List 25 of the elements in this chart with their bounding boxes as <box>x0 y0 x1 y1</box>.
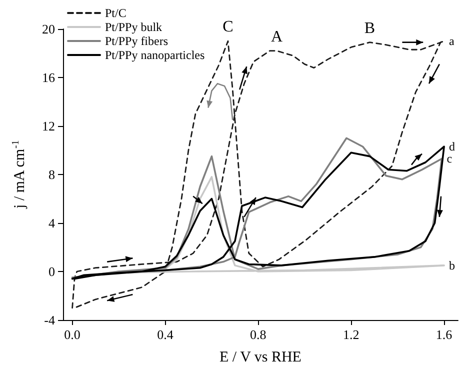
x-tick-label: 1.6 <box>436 327 453 342</box>
annotation: a <box>449 34 456 48</box>
annotation: C <box>222 18 234 36</box>
y-axis-title: j / mA cm-1 <box>10 140 28 210</box>
legend-label: Pt/PPy fibers <box>105 34 168 48</box>
x-tick-label: 0.0 <box>64 327 80 342</box>
y-tick-label: 8 <box>48 167 55 182</box>
x-axis-title: E / V vs RHE <box>220 350 302 366</box>
annotation: A <box>270 28 283 46</box>
y-tick-label: 0 <box>48 264 55 279</box>
x-tick-label: 0.8 <box>250 327 266 342</box>
y-tick-label: -4 <box>44 312 56 328</box>
x-tick-label: 1.2 <box>342 327 360 342</box>
y-tick-label: 4 <box>48 216 56 230</box>
annotation: b <box>449 258 456 272</box>
x-tick-label: 0.4 <box>157 327 174 342</box>
y-tick-label: 16 <box>42 70 56 85</box>
legend-label: Pt/PPy nanoparticles <box>105 48 205 62</box>
annotation: c <box>446 152 452 166</box>
annotation: B <box>364 20 376 37</box>
legend-label: Pt/PPy bulk <box>105 20 162 34</box>
legend-label: Pt/C <box>105 6 126 20</box>
y-tick-label: 20 <box>42 22 55 36</box>
y-tick-label: 12 <box>42 118 55 134</box>
annotation: d <box>449 140 456 154</box>
